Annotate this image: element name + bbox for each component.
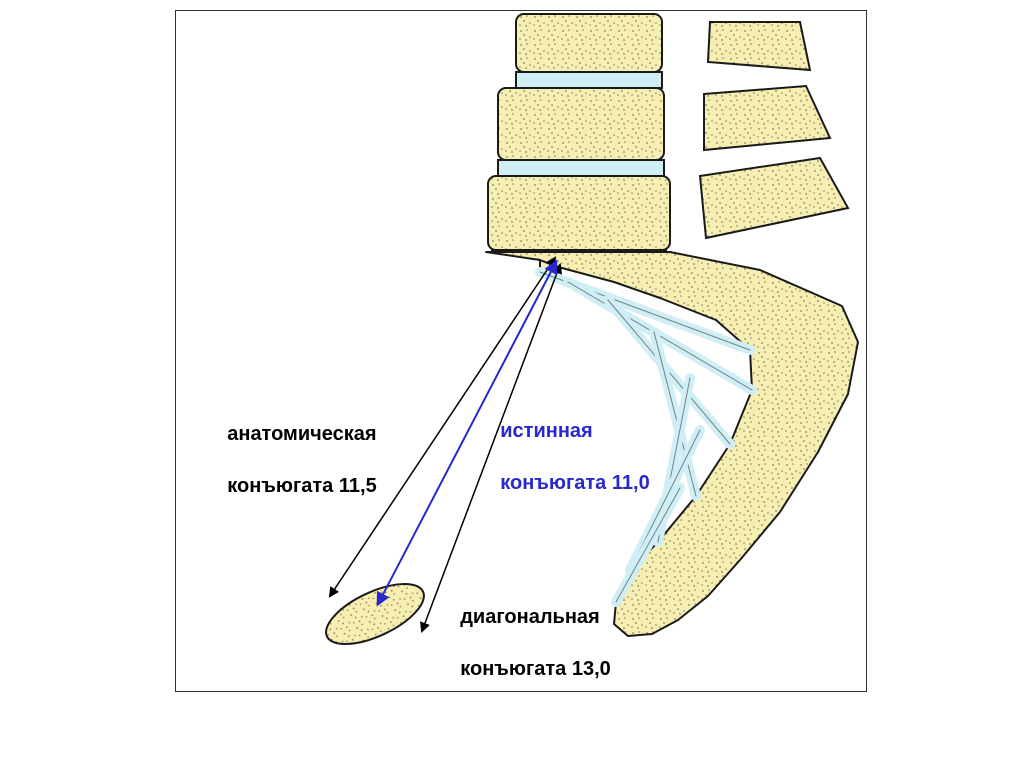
true-label: истинная конъюгата 11,0 — [478, 392, 650, 522]
diagonal-label: диагональная конъюгата 13,0 — [438, 578, 611, 708]
diagonal-label-line1: диагональная — [460, 606, 599, 628]
diagonal-label-line2: конъюгата 13,0 — [460, 658, 611, 680]
bones-group — [318, 14, 858, 656]
anatomical-label: анатомическая конъюгата 11,5 — [205, 395, 377, 525]
true-label-line1: истинная — [500, 420, 592, 442]
anatomical-label-line2: конъюгата 11,5 — [227, 475, 376, 497]
true-label-line2: конъюгата 11,0 — [500, 472, 649, 494]
slide: анатомическая конъюгата 11,5 истинная ко… — [0, 0, 1024, 768]
anatomical-label-line1: анатомическая — [227, 423, 376, 445]
